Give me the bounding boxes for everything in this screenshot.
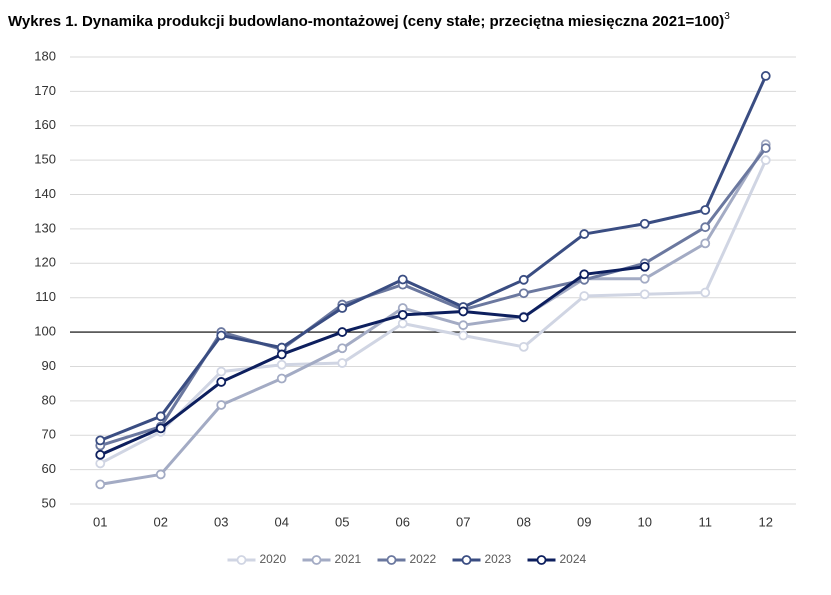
series-line xyxy=(99,159,768,465)
x-tick-label: 04 xyxy=(275,514,289,529)
y-tick-label: 130 xyxy=(34,220,56,235)
legend-label: 2020 xyxy=(260,552,287,566)
point xyxy=(458,306,469,317)
series-line xyxy=(100,143,768,486)
legend-label: 2022 xyxy=(410,552,437,566)
y-tick-label: 150 xyxy=(34,152,56,167)
point xyxy=(639,261,650,272)
chart-title: Wykres 1. Dynamika produkcji budowlano-m… xyxy=(8,11,730,30)
point xyxy=(458,320,469,331)
x-tick-label: 05 xyxy=(335,514,349,529)
title-superscript: 3 xyxy=(724,11,730,22)
x-tick-label: 09 xyxy=(577,514,591,529)
point xyxy=(276,373,287,384)
point xyxy=(95,479,106,490)
point xyxy=(700,287,711,298)
point xyxy=(95,435,106,446)
x-tick-label: 11 xyxy=(699,514,713,529)
point xyxy=(518,312,529,323)
legend-label: 2023 xyxy=(485,552,512,566)
x-tick-label: 10 xyxy=(638,514,652,529)
point xyxy=(700,238,711,249)
point xyxy=(760,71,771,81)
legend-marker xyxy=(311,555,322,565)
legend-label: 2021 xyxy=(335,552,362,566)
point xyxy=(458,330,469,341)
point xyxy=(639,289,650,300)
y-tick-label: 100 xyxy=(34,324,56,339)
series-line xyxy=(99,75,768,442)
legend-label: 2024 xyxy=(560,552,587,566)
legend-marker xyxy=(236,555,247,565)
y-tick-label: 120 xyxy=(34,255,56,270)
y-tick-label: 70 xyxy=(42,427,56,442)
point xyxy=(155,423,166,434)
point xyxy=(518,288,529,299)
x-tick-label: 07 xyxy=(456,514,470,529)
point xyxy=(155,469,166,480)
point xyxy=(216,330,227,341)
point xyxy=(216,377,227,387)
point xyxy=(155,411,166,422)
series-line xyxy=(99,265,645,457)
title-text: Wykres 1. Dynamika produkcji budowlano-m… xyxy=(8,13,724,30)
point xyxy=(276,359,287,370)
point xyxy=(639,218,650,229)
y-tick-label: 160 xyxy=(34,117,56,132)
y-tick-label: 110 xyxy=(35,289,56,304)
point xyxy=(216,366,227,377)
point xyxy=(397,309,408,320)
point xyxy=(337,343,348,354)
x-tick-label: 01 xyxy=(93,514,107,529)
point xyxy=(518,274,529,285)
legend-marker xyxy=(461,555,472,565)
x-tick-label: 08 xyxy=(517,514,531,529)
y-tick-label: 170 xyxy=(34,83,56,98)
point xyxy=(337,327,348,337)
x-tick-label: 02 xyxy=(154,514,168,529)
y-tick-label: 60 xyxy=(42,461,56,476)
x-tick-label: 12 xyxy=(759,514,773,529)
point xyxy=(760,143,771,154)
point xyxy=(216,400,227,410)
point xyxy=(95,458,106,469)
y-tick-label: 90 xyxy=(42,358,56,373)
point xyxy=(397,318,408,329)
y-tick-label: 140 xyxy=(34,186,56,201)
point xyxy=(337,358,348,368)
legend-marker xyxy=(536,555,547,565)
y-tick-label: 80 xyxy=(42,392,56,407)
y-tick-label: 180 xyxy=(34,48,56,63)
point xyxy=(579,291,590,301)
x-tick-label: 06 xyxy=(396,514,410,529)
point xyxy=(579,269,590,280)
point xyxy=(95,449,106,460)
point xyxy=(337,303,348,313)
point xyxy=(276,349,287,360)
point xyxy=(518,341,529,352)
point xyxy=(639,273,650,284)
legend-marker xyxy=(386,555,397,565)
point xyxy=(760,155,771,166)
point xyxy=(700,205,711,215)
x-tick-label: 03 xyxy=(214,514,228,529)
y-tick-label: 50 xyxy=(42,495,56,510)
point xyxy=(579,229,590,239)
point xyxy=(700,222,711,233)
point xyxy=(397,274,408,285)
